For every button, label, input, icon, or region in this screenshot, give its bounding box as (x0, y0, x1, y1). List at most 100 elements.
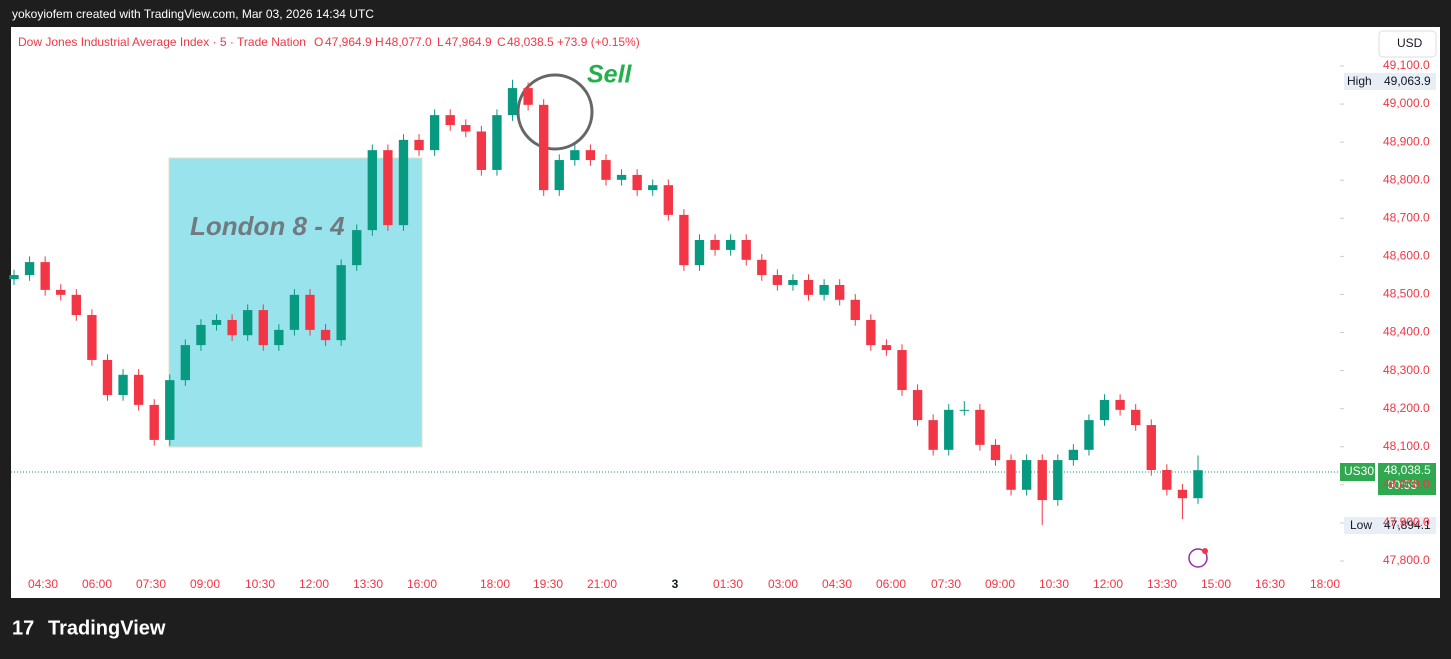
candle-body (866, 319, 876, 346)
candle-body (1084, 420, 1094, 450)
x-tick-label: 21:00 (587, 577, 617, 591)
o-value: 47,964.9 (325, 35, 372, 49)
candle-body (336, 265, 346, 341)
candle-body (429, 115, 440, 151)
candle-body (803, 279, 814, 295)
symbol-tag: US30 (1344, 464, 1374, 478)
candle-body (398, 139, 409, 226)
session-label: London 8 - 4 (190, 211, 345, 241)
candle-body (383, 150, 393, 226)
candle-body (320, 329, 331, 341)
h-value: 48,077.0 (385, 35, 432, 49)
high-badge (1344, 73, 1436, 90)
high-value: 49,063.9 (1384, 74, 1431, 88)
candle-body (928, 420, 938, 450)
x-tick-label: 19:30 (533, 577, 563, 591)
candle-body (305, 294, 315, 330)
candle-body (1146, 425, 1156, 470)
candle-body (1162, 469, 1172, 490)
change: +73.9 (+0.15%) (557, 35, 640, 49)
y-tick-label: 48,300.0 (1383, 363, 1430, 377)
candle-body (87, 315, 97, 360)
x-tick-label: 06:00 (876, 577, 906, 591)
candle-body (585, 150, 596, 161)
x-tick-label: 07:30 (136, 577, 166, 591)
candle-body (180, 345, 191, 381)
candle-body (1177, 489, 1188, 499)
currency-button[interactable] (1378, 30, 1437, 58)
x-tick-label: 13:30 (353, 577, 383, 591)
y-tick-label: 49,000.0 (1383, 96, 1430, 110)
low-badge (1344, 517, 1436, 534)
candle-body (1068, 449, 1079, 461)
countdown: 00:55 (1387, 478, 1417, 492)
x-tick-label: 18:00 (480, 577, 510, 591)
x-tick-label: 16:00 (407, 577, 437, 591)
h-label: H (375, 35, 384, 49)
candle-body (835, 284, 845, 300)
candle-body (679, 214, 689, 266)
c-label: C (497, 35, 506, 49)
candle-body (133, 374, 144, 405)
candle-body (772, 275, 783, 285)
x-tick-label: 07:30 (931, 577, 961, 591)
legend: Dow Jones Industrial Average Index · 5 ·… (18, 35, 640, 49)
candle-body (507, 88, 518, 116)
candle-body (881, 345, 892, 351)
candle-body (258, 310, 268, 346)
candle-body (648, 185, 658, 191)
candle-body (912, 390, 923, 421)
candle-body (149, 404, 159, 440)
candle-body (24, 262, 35, 276)
candle-body (118, 374, 128, 395)
x-tick-label: 18:00 (1310, 577, 1340, 591)
candle-body (694, 240, 705, 266)
candle-body (601, 160, 611, 180)
x-tick-label: 12:00 (299, 577, 329, 591)
y-tick-label: 49,100.0 (1383, 58, 1430, 72)
y-tick-label: 48,800.0 (1383, 172, 1430, 186)
candle-body (1053, 460, 1063, 501)
x-tick-label: 15:00 (1201, 577, 1231, 591)
candle-body (757, 259, 767, 276)
alert-dot (1202, 548, 1208, 554)
y-tick-label: 48,700.0 (1383, 210, 1430, 224)
caption: yokoyiofem created with TradingView.com,… (12, 7, 374, 21)
candle-body (1037, 460, 1047, 501)
candle-body (663, 185, 673, 215)
low-label: Low (1350, 518, 1372, 532)
y-tick-label: 48,600.0 (1383, 249, 1430, 263)
l-value: 47,964.9 (445, 35, 492, 49)
candle-body (243, 310, 253, 336)
candle-body (819, 284, 829, 295)
y-tick-label: 48,400.0 (1383, 325, 1430, 339)
candle-body (274, 329, 284, 346)
candle-body (632, 174, 642, 191)
sell-label: Sell (587, 61, 633, 89)
candle-body (367, 150, 377, 231)
alert-icon[interactable] (1188, 548, 1208, 568)
candle-body (165, 380, 175, 440)
candle-body (944, 409, 954, 450)
logo-mark: 17 (12, 617, 34, 639)
candle-body (788, 279, 798, 285)
candle-body (850, 299, 860, 320)
last-value: 48,038.5 (1384, 463, 1431, 477)
y-tick-label: 47,800.0 (1383, 553, 1430, 567)
candle-body (227, 319, 237, 336)
candle-body (1099, 399, 1110, 421)
candle-body (102, 359, 113, 395)
y-tick-label: 48,100.0 (1383, 439, 1430, 453)
candle-body (352, 230, 362, 266)
candle-body (492, 115, 502, 170)
candle-body (975, 409, 985, 445)
candle-body (897, 350, 907, 391)
candle-body (710, 240, 720, 250)
x-tick-label: 04:30 (822, 577, 852, 591)
candle-body (1193, 470, 1203, 499)
candle-body (1021, 460, 1032, 490)
x-tick-label: 13:30 (1147, 577, 1177, 591)
y-tick-label: 48,200.0 (1383, 401, 1430, 415)
symbol-badge (1340, 463, 1375, 481)
